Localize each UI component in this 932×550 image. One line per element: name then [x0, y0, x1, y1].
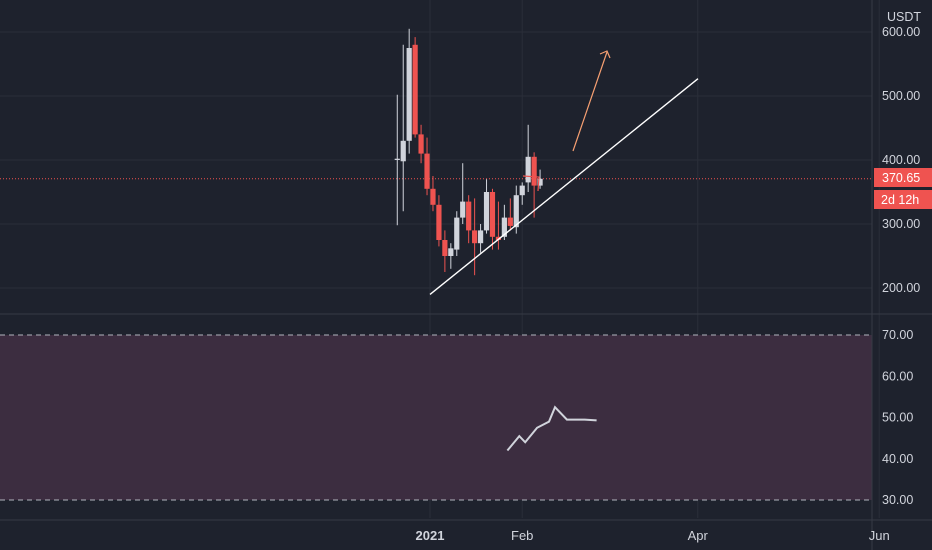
rsi-axis[interactable]: 30.00 40.00 50.00 60.00 70.00 — [882, 328, 913, 507]
candle[interactable] — [519, 182, 525, 205]
price-axis[interactable]: 200.00 300.00 400.00 500.00 600.00 — [882, 25, 920, 295]
candle-body — [454, 217, 460, 250]
rsi-tick-label: 70.00 — [882, 328, 913, 342]
candle[interactable] — [460, 163, 466, 224]
candle-body — [448, 248, 454, 256]
candle[interactable] — [531, 152, 537, 218]
candle-body — [460, 201, 466, 218]
candle-body — [424, 153, 430, 189]
candle[interactable] — [424, 137, 430, 196]
candle-body — [418, 134, 424, 154]
candle[interactable] — [525, 124, 531, 192]
candle[interactable] — [454, 211, 460, 256]
candle[interactable] — [448, 243, 454, 269]
candle-body — [477, 230, 484, 244]
forecast-arrow[interactable] — [572, 51, 608, 152]
price-tick-label: 200.00 — [882, 281, 920, 295]
candle-body — [483, 192, 490, 231]
price-tick-label: 600.00 — [882, 25, 920, 39]
candle[interactable] — [483, 179, 490, 234]
candle[interactable] — [400, 44, 406, 212]
candle[interactable] — [412, 37, 418, 138]
last-price-tag-bg — [874, 168, 932, 187]
currency-label: USDT — [887, 10, 921, 24]
candle-body — [472, 230, 478, 244]
price-tick-label: 500.00 — [882, 89, 920, 103]
time-tick-label: 2021 — [416, 528, 445, 543]
time-axis[interactable]: 2021 Feb Apr Jun — [416, 528, 890, 543]
rsi-tick-label: 40.00 — [882, 452, 913, 466]
last-price-value: 370.65 — [882, 171, 920, 185]
time-tick-label: Apr — [688, 528, 709, 543]
rsi-band — [0, 178, 872, 501]
candle[interactable] — [466, 195, 472, 244]
candle[interactable] — [418, 124, 424, 164]
countdown-tag-bg — [874, 190, 932, 209]
candle-body — [400, 140, 406, 162]
price-hook-marker[interactable] — [522, 175, 540, 192]
candle-body — [525, 156, 531, 183]
price-tick-label: 300.00 — [882, 217, 920, 231]
candle[interactable] — [472, 198, 478, 276]
rsi-line-series[interactable] — [506, 405, 597, 452]
rsi-tick-label: 60.00 — [882, 369, 913, 383]
candle-body — [495, 236, 502, 240]
candle-body — [406, 48, 412, 141]
candle-body — [531, 156, 537, 186]
drawings-layer[interactable] — [429, 50, 699, 295]
candle-body — [394, 158, 400, 160]
candle-body — [466, 201, 472, 231]
candle-body — [489, 192, 496, 237]
candle-body — [436, 204, 442, 240]
time-tick-label: Jun — [869, 528, 890, 543]
rsi-line[interactable] — [506, 405, 597, 452]
candle[interactable] — [477, 224, 484, 253]
candle[interactable] — [436, 195, 442, 247]
rsi-tick-label: 50.00 — [882, 411, 913, 425]
candle[interactable] — [394, 94, 400, 226]
price-tick-label: 400.00 — [882, 153, 920, 167]
candle-body — [430, 188, 436, 205]
candlestick-series[interactable] — [394, 28, 543, 276]
candle-body — [519, 185, 525, 196]
candle[interactable] — [507, 198, 513, 231]
candle-body — [507, 217, 513, 226]
last-price-tag: 370.65 — [874, 168, 932, 187]
candle[interactable] — [489, 188, 496, 250]
ascending-trendline[interactable] — [429, 78, 699, 295]
countdown-value: 2d 12h — [881, 193, 919, 207]
forecast-arrow-head — [599, 50, 611, 59]
candle-body — [501, 217, 507, 237]
candle-body — [442, 240, 448, 256]
candle[interactable] — [430, 176, 436, 212]
candle-body — [513, 195, 519, 228]
candle[interactable] — [495, 201, 502, 250]
candle[interactable] — [537, 169, 543, 189]
candle[interactable] — [406, 28, 412, 154]
rsi-band-fill — [0, 335, 872, 500]
rsi-tick-label: 30.00 — [882, 493, 913, 507]
time-tick-label: Feb — [511, 528, 533, 543]
candle[interactable] — [442, 230, 448, 272]
candle-body — [537, 178, 543, 186]
candle-body — [412, 44, 418, 135]
countdown-tag: 2d 12h — [874, 190, 932, 209]
